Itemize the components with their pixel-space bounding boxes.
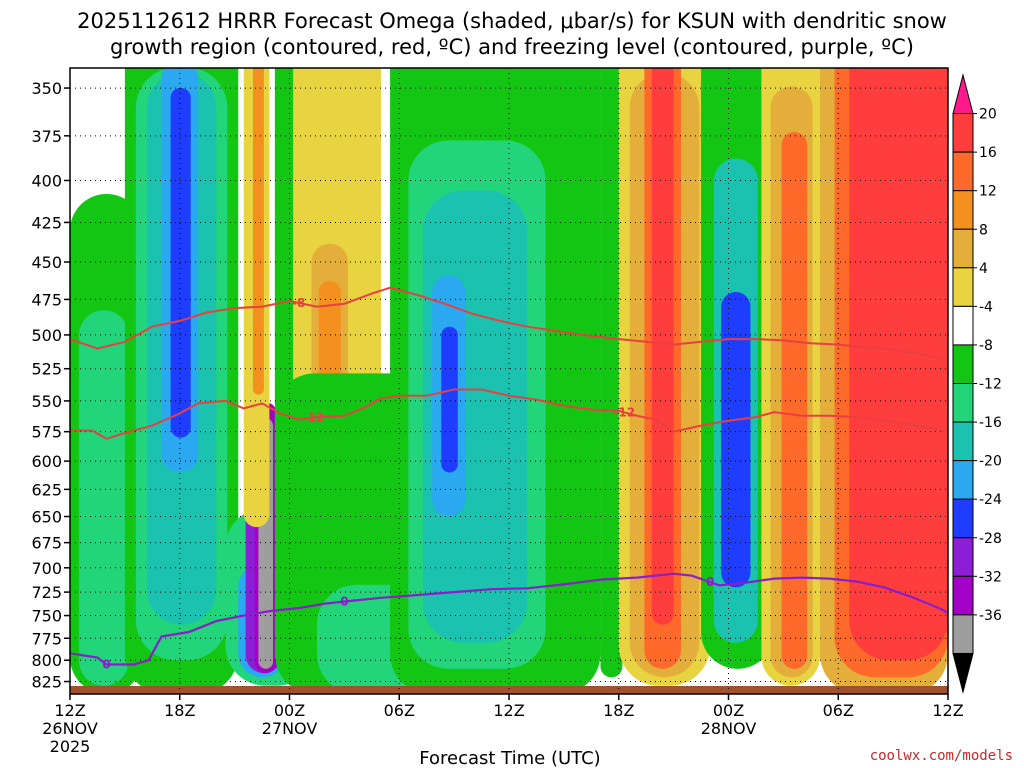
colorbar-box-5 — [952, 267, 974, 307]
ytick-label-650: 650 — [31, 508, 62, 527]
dgz-label-minus8: -8 — [292, 296, 305, 310]
ytick-label-700: 700 — [31, 559, 62, 578]
xtick-label-0: 12Z — [54, 701, 85, 720]
colorbar-top-arrow — [952, 73, 974, 115]
chart-title-line1: 2025112612 HRRR Forecast Omega (shaded, … — [77, 9, 947, 33]
ytick-label-675: 675 — [31, 534, 62, 553]
colorbar-label-7: -12 — [979, 377, 1002, 393]
xtick-label-42: 06Z — [823, 701, 854, 720]
dgz-label-minus12-a: -12 — [302, 411, 324, 425]
ytick-label-575: 575 — [31, 423, 62, 442]
dgz-contour-1 — [70, 388, 948, 440]
ytick-label-425: 425 — [31, 213, 62, 232]
xtick-label-24: 12Z — [493, 701, 524, 720]
colorbar-label-6: -8 — [979, 338, 993, 354]
freezing-label-a: 0 — [340, 595, 348, 609]
ytick-label-775: 775 — [31, 629, 62, 648]
freezing-label-b: 0 — [706, 575, 714, 589]
colorbar-box-13 — [952, 575, 974, 616]
colorbar-box-7 — [952, 344, 974, 384]
colorbar-label-0: 20 — [979, 107, 997, 123]
omega-band-29 — [651, 68, 674, 625]
contours: -8 -12 -12 0 0 0 — [70, 286, 948, 672]
xtick-sublabel-12: 27NOV — [262, 719, 318, 738]
xtick-year-0: 2025 — [50, 737, 91, 756]
chart-title-line2: growth region (contoured, red, ºC) and f… — [110, 35, 914, 59]
colorbar-label-12: -32 — [979, 569, 1002, 585]
axes: 350 375 400 425 450 475 500 525 550 575 600 625 650 6… — [31, 67, 964, 756]
terrain-strip — [70, 686, 948, 694]
ytick-label-475: 475 — [31, 290, 62, 309]
ytick-label-625: 625 — [31, 480, 62, 499]
ytick-label-375: 375 — [31, 127, 62, 146]
colorbar-box-11 — [952, 498, 974, 539]
colorbar-label-4: 4 — [979, 261, 988, 277]
colorbar-label-10: -24 — [979, 492, 1002, 508]
omega-band-13 — [252, 68, 264, 395]
plot-area — [70, 68, 948, 694]
colorbar-box-9 — [952, 421, 974, 462]
xtick-label-6: 18Z — [164, 701, 195, 720]
colorbar-label-2: 12 — [979, 184, 997, 200]
omega-band-24 — [441, 326, 458, 473]
colorbar-label-5: -4 — [979, 299, 993, 315]
xtick-label-30: 18Z — [603, 701, 634, 720]
x-axis-label: Forecast Time (UTC) — [419, 748, 600, 768]
xtick-sublabel-36: 28NOV — [701, 719, 757, 738]
dgz-label-minus12-b: -12 — [613, 405, 635, 419]
credit-text: coolwx.com/models — [870, 748, 1013, 764]
ytick-label-800: 800 — [31, 651, 62, 670]
xtick-label-18: 06Z — [384, 701, 415, 720]
ytick-label-350: 350 — [31, 79, 62, 98]
xtick-label-36: 00Z — [713, 701, 744, 720]
ytick-label-500: 500 — [31, 326, 62, 345]
xtick-label-12: 00Z — [274, 701, 305, 720]
colorbar-label-11: -28 — [979, 531, 1002, 547]
xtick-sublabel-0: 26NOV — [42, 719, 98, 738]
colorbar-box-8 — [952, 383, 974, 423]
dgz-contour-0 — [70, 286, 948, 362]
ytick-label-450: 450 — [31, 253, 62, 272]
omega-band-39 — [849, 68, 948, 661]
ytick-label-400: 400 — [31, 171, 62, 190]
omega-band-25 — [600, 68, 623, 678]
colorbar: 20 16 12 8 4 -4 -8 -12 -16 -20 -24 -28 -32 -36 — [952, 73, 1002, 694]
omega-band-1 — [79, 310, 129, 686]
omega-band-35 — [781, 132, 808, 669]
colorbar-label-1: 16 — [979, 145, 997, 161]
ytick-label-725: 725 — [31, 583, 62, 602]
colorbar-box-3 — [952, 190, 974, 230]
colorbar-box-12 — [952, 537, 974, 577]
colorbar-label-8: -16 — [979, 415, 1002, 431]
ytick-label-825: 825 — [31, 673, 62, 692]
colorbar-label-13: -36 — [979, 608, 1002, 624]
ytick-label-550: 550 — [31, 392, 62, 411]
colorbar-box-4 — [952, 228, 974, 269]
colorbar-label-9: -20 — [979, 454, 1002, 470]
colorbar-bottom-arrow — [952, 652, 974, 694]
freezing-level-contour — [70, 572, 948, 666]
ytick-label-750: 750 — [31, 607, 62, 626]
colorbar-box-2 — [952, 151, 974, 192]
xtick-label-48: 12Z — [932, 701, 963, 720]
ytick-label-525: 525 — [31, 360, 62, 379]
colorbar-box-10 — [952, 460, 974, 500]
colorbar-box-6 — [952, 305, 974, 346]
colorbar-box-1 — [952, 113, 974, 153]
ytick-label-600: 600 — [31, 452, 62, 471]
colorbar-box-14 — [952, 614, 974, 654]
freezing-label-c: 0 — [102, 658, 110, 672]
omega-band-6 — [170, 87, 191, 438]
colorbar-label-3: 8 — [979, 222, 988, 238]
